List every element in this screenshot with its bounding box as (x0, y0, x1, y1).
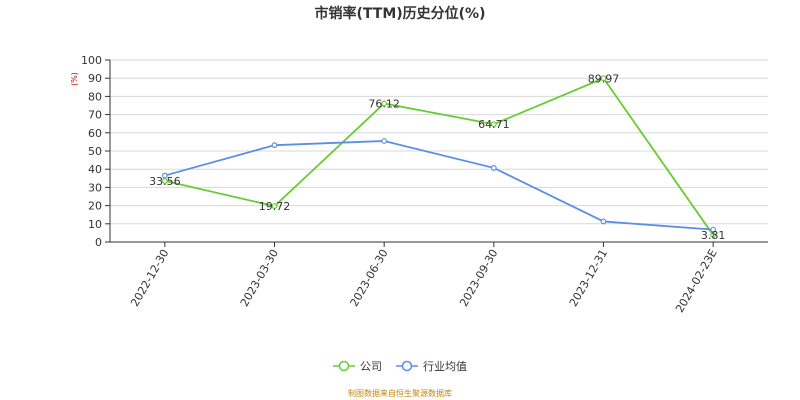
data-point-industry-average-2 (381, 138, 388, 144)
data-label-company-1: 19.72 (259, 200, 291, 213)
legend-item-company[interactable]: 公司 (333, 360, 382, 373)
x-tick-label-2023-12-31: 2023-12-31 (567, 247, 610, 309)
data-point-company-0 (161, 178, 168, 184)
data-point-industry-average-5 (710, 226, 717, 233)
data-label-company-3: 64.71 (478, 118, 510, 131)
data-point-company-2 (381, 100, 388, 107)
data-point-company-3 (490, 121, 497, 128)
data-source-note: 制图数据来自恒生聚源数据库 (348, 388, 452, 398)
data-label-company-2: 76.12 (368, 97, 400, 110)
legend: 公司 行业均值 (333, 360, 467, 373)
y-tick-label-40: 40 (88, 163, 102, 176)
legend-label-company: 公司 (360, 360, 382, 373)
series-line-company (164, 77, 714, 236)
y-tick-label-70: 70 (88, 109, 102, 122)
chart-title: 市销率(TTM)历史分位(%) (315, 5, 486, 22)
x-tick-label-2023-03-30: 2023-03-30 (238, 247, 281, 309)
data-point-company-4 (600, 75, 607, 82)
y-tick-label-90: 90 (88, 72, 102, 85)
data-label-layer: 33.56 19.72 76.12 64.71 89.97 3.81 (149, 72, 725, 242)
y-tick-label-60: 60 (88, 127, 102, 140)
y-axis-unit-label: (%) (70, 72, 79, 86)
data-point-company-5 (710, 232, 717, 238)
y-tick-label-0: 0 (95, 236, 102, 249)
y-tick-label-10: 10 (88, 218, 102, 231)
y-tick-label-30: 30 (88, 181, 102, 194)
legend-marker-industry-average (401, 360, 413, 372)
y-tick-label-50: 50 (88, 145, 102, 158)
data-point-company-1 (271, 203, 278, 210)
y-tick-label-100: 100 (81, 54, 102, 67)
y-tick-label-80: 80 (88, 90, 102, 103)
data-point-industry-average-4 (600, 218, 607, 225)
data-label-company-0: 33.56 (149, 175, 181, 188)
series-layer (161, 75, 717, 238)
grid-layer (110, 59, 768, 225)
data-point-industry-average-1 (271, 142, 278, 149)
legend-label-industry-average: 行业均值 (423, 360, 467, 373)
legend-item-industry-average[interactable]: 行业均值 (396, 360, 467, 373)
data-point-industry-average-0 (161, 172, 168, 179)
data-point-industry-average-3 (490, 165, 497, 171)
data-label-company-4: 89.97 (588, 72, 620, 85)
data-label-company-5: 3.81 (701, 229, 726, 242)
x-tick-label-2024-02-23E: 2024-02-23E (673, 247, 720, 315)
legend-marker-company (338, 360, 350, 372)
series-line-industry-average (164, 140, 714, 231)
y-tick-label-20: 20 (88, 200, 102, 213)
x-tick-label-2023-06-30: 2023-06-30 (348, 247, 391, 309)
x-tick-label-2022-12-30: 2022-12-30 (128, 247, 171, 309)
x-tick-label-2023-09-30: 2023-09-30 (457, 247, 500, 309)
